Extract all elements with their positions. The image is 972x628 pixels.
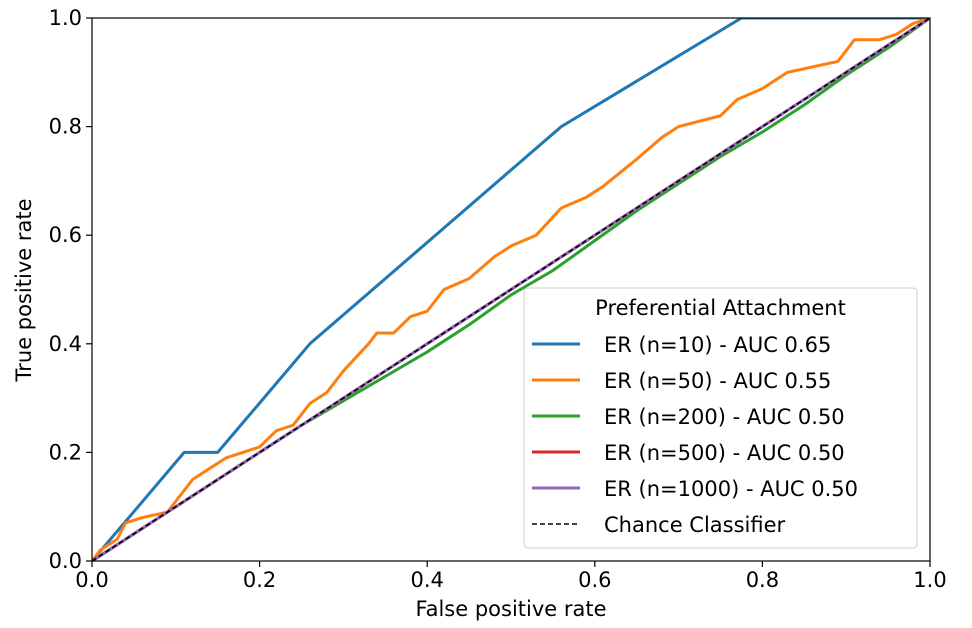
legend-title: Preferential Attachment [595, 296, 846, 320]
legend-entry-label: ER (n=50) - AUC 0.55 [604, 369, 831, 393]
x-axis-label: False positive rate [415, 597, 606, 621]
series-line-0 [92, 18, 930, 561]
legend-entry-label: Chance Classifier [604, 513, 786, 537]
x-tick-label: 0.4 [410, 568, 443, 592]
legend-entry-label: ER (n=10) - AUC 0.65 [604, 333, 831, 357]
y-tick-label: 0.8 [49, 115, 82, 139]
y-tick-label: 0.2 [49, 440, 82, 464]
legend: Preferential Attachment ER (n=10) - AUC 0… [523, 287, 918, 549]
x-tick-label: 0.8 [746, 568, 779, 592]
y-axis-label: True positive rate [12, 199, 36, 383]
plot-area [91, 17, 931, 562]
x-tick-label: 0.2 [243, 568, 276, 592]
legend-box [523, 287, 918, 549]
axis-ticks: 0.0 0.2 0.4 0.6 0.8 1.0 0.0 0.2 0.4 0.6 0.8 1.0 [49, 6, 947, 592]
legend-entry-label: ER (n=1000) - AUC 0.50 [604, 477, 858, 501]
series-line-5 [92, 18, 930, 561]
y-tick-label: 0.6 [49, 223, 82, 247]
axes-frame [91, 17, 931, 562]
legend-entry-label: ER (n=500) - AUC 0.50 [604, 441, 845, 465]
x-tick-label: 0.6 [578, 568, 611, 592]
y-tick-label: 1.0 [49, 6, 82, 30]
y-tick-label: 0.4 [49, 332, 82, 356]
y-tick-label: 0.0 [49, 549, 82, 573]
x-tick-label: 1.0 [913, 568, 946, 592]
legend-entry-label: ER (n=200) - AUC 0.50 [604, 405, 845, 429]
series-line-1 [92, 18, 930, 561]
x-tick-label: 0.0 [75, 568, 108, 592]
